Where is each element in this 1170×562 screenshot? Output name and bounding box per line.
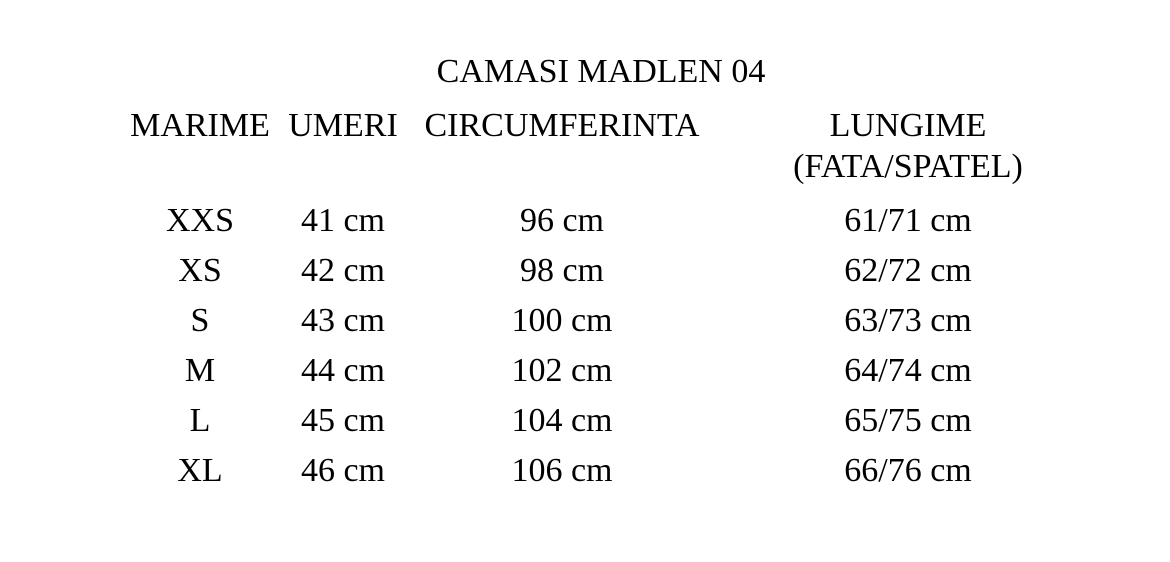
cell-lungime: 62/72 cm xyxy=(844,252,972,289)
cell-umeri: 43 cm xyxy=(300,302,386,339)
cell-marime: XXS xyxy=(165,202,235,239)
table-row: XS 42 cm 98 cm 62/72 cm xyxy=(112,246,1090,296)
table-header-row: MARIME UMERI CIRCUMFERINTA LUNGIME (FATA… xyxy=(112,105,1090,187)
cell-lungime: 63/73 cm xyxy=(844,302,972,339)
column-header-lungime-line2: (FATA/SPATEL) xyxy=(793,148,1023,185)
cell-marime: L xyxy=(189,402,211,439)
cell-circumferinta: 100 cm xyxy=(511,302,613,339)
table-body: XXS 41 cm 96 cm 61/71 cm XS 42 cm 98 cm … xyxy=(112,196,1090,496)
cell-circumferinta: 96 cm xyxy=(519,202,605,239)
cell-marime: M xyxy=(184,352,216,389)
table-row: XL 46 cm 106 cm 66/76 cm xyxy=(112,446,1090,496)
cell-lungime: 66/76 cm xyxy=(844,452,972,489)
table-row: L 45 cm 104 cm 65/75 cm xyxy=(112,396,1090,446)
cell-marime: S xyxy=(190,302,210,339)
cell-umeri: 45 cm xyxy=(300,402,386,439)
column-header-umeri: UMERI xyxy=(288,107,398,144)
cell-circumferinta: 98 cm xyxy=(519,252,605,289)
cell-umeri: 44 cm xyxy=(300,352,386,389)
table-row: M 44 cm 102 cm 64/74 cm xyxy=(112,346,1090,396)
size-chart: CAMASI MADLEN 04 MARIME UMERI CIRCUMFERI… xyxy=(112,0,1090,496)
cell-lungime: 61/71 cm xyxy=(844,202,972,239)
cell-circumferinta: 106 cm xyxy=(511,452,613,489)
cell-circumferinta: 104 cm xyxy=(511,402,613,439)
column-header-circumferinta: CIRCUMFERINTA xyxy=(424,107,700,144)
table-row: S 43 cm 100 cm 63/73 cm xyxy=(112,296,1090,346)
cell-lungime: 64/74 cm xyxy=(844,352,972,389)
column-header-lungime-line1: LUNGIME xyxy=(829,107,987,144)
cell-lungime: 65/75 cm xyxy=(844,402,972,439)
column-header-marime: MARIME xyxy=(130,107,270,144)
cell-marime: XS xyxy=(178,252,222,289)
cell-circumferinta: 102 cm xyxy=(511,352,613,389)
cell-umeri: 46 cm xyxy=(300,452,386,489)
column-header-lungime: LUNGIME (FATA/SPATEL) xyxy=(726,105,1090,187)
cell-marime: XL xyxy=(177,452,223,489)
table-row: XXS 41 cm 96 cm 61/71 cm xyxy=(112,196,1090,246)
cell-umeri: 41 cm xyxy=(300,202,386,239)
cell-umeri: 42 cm xyxy=(300,252,386,289)
page-title: CAMASI MADLEN 04 xyxy=(436,53,766,90)
